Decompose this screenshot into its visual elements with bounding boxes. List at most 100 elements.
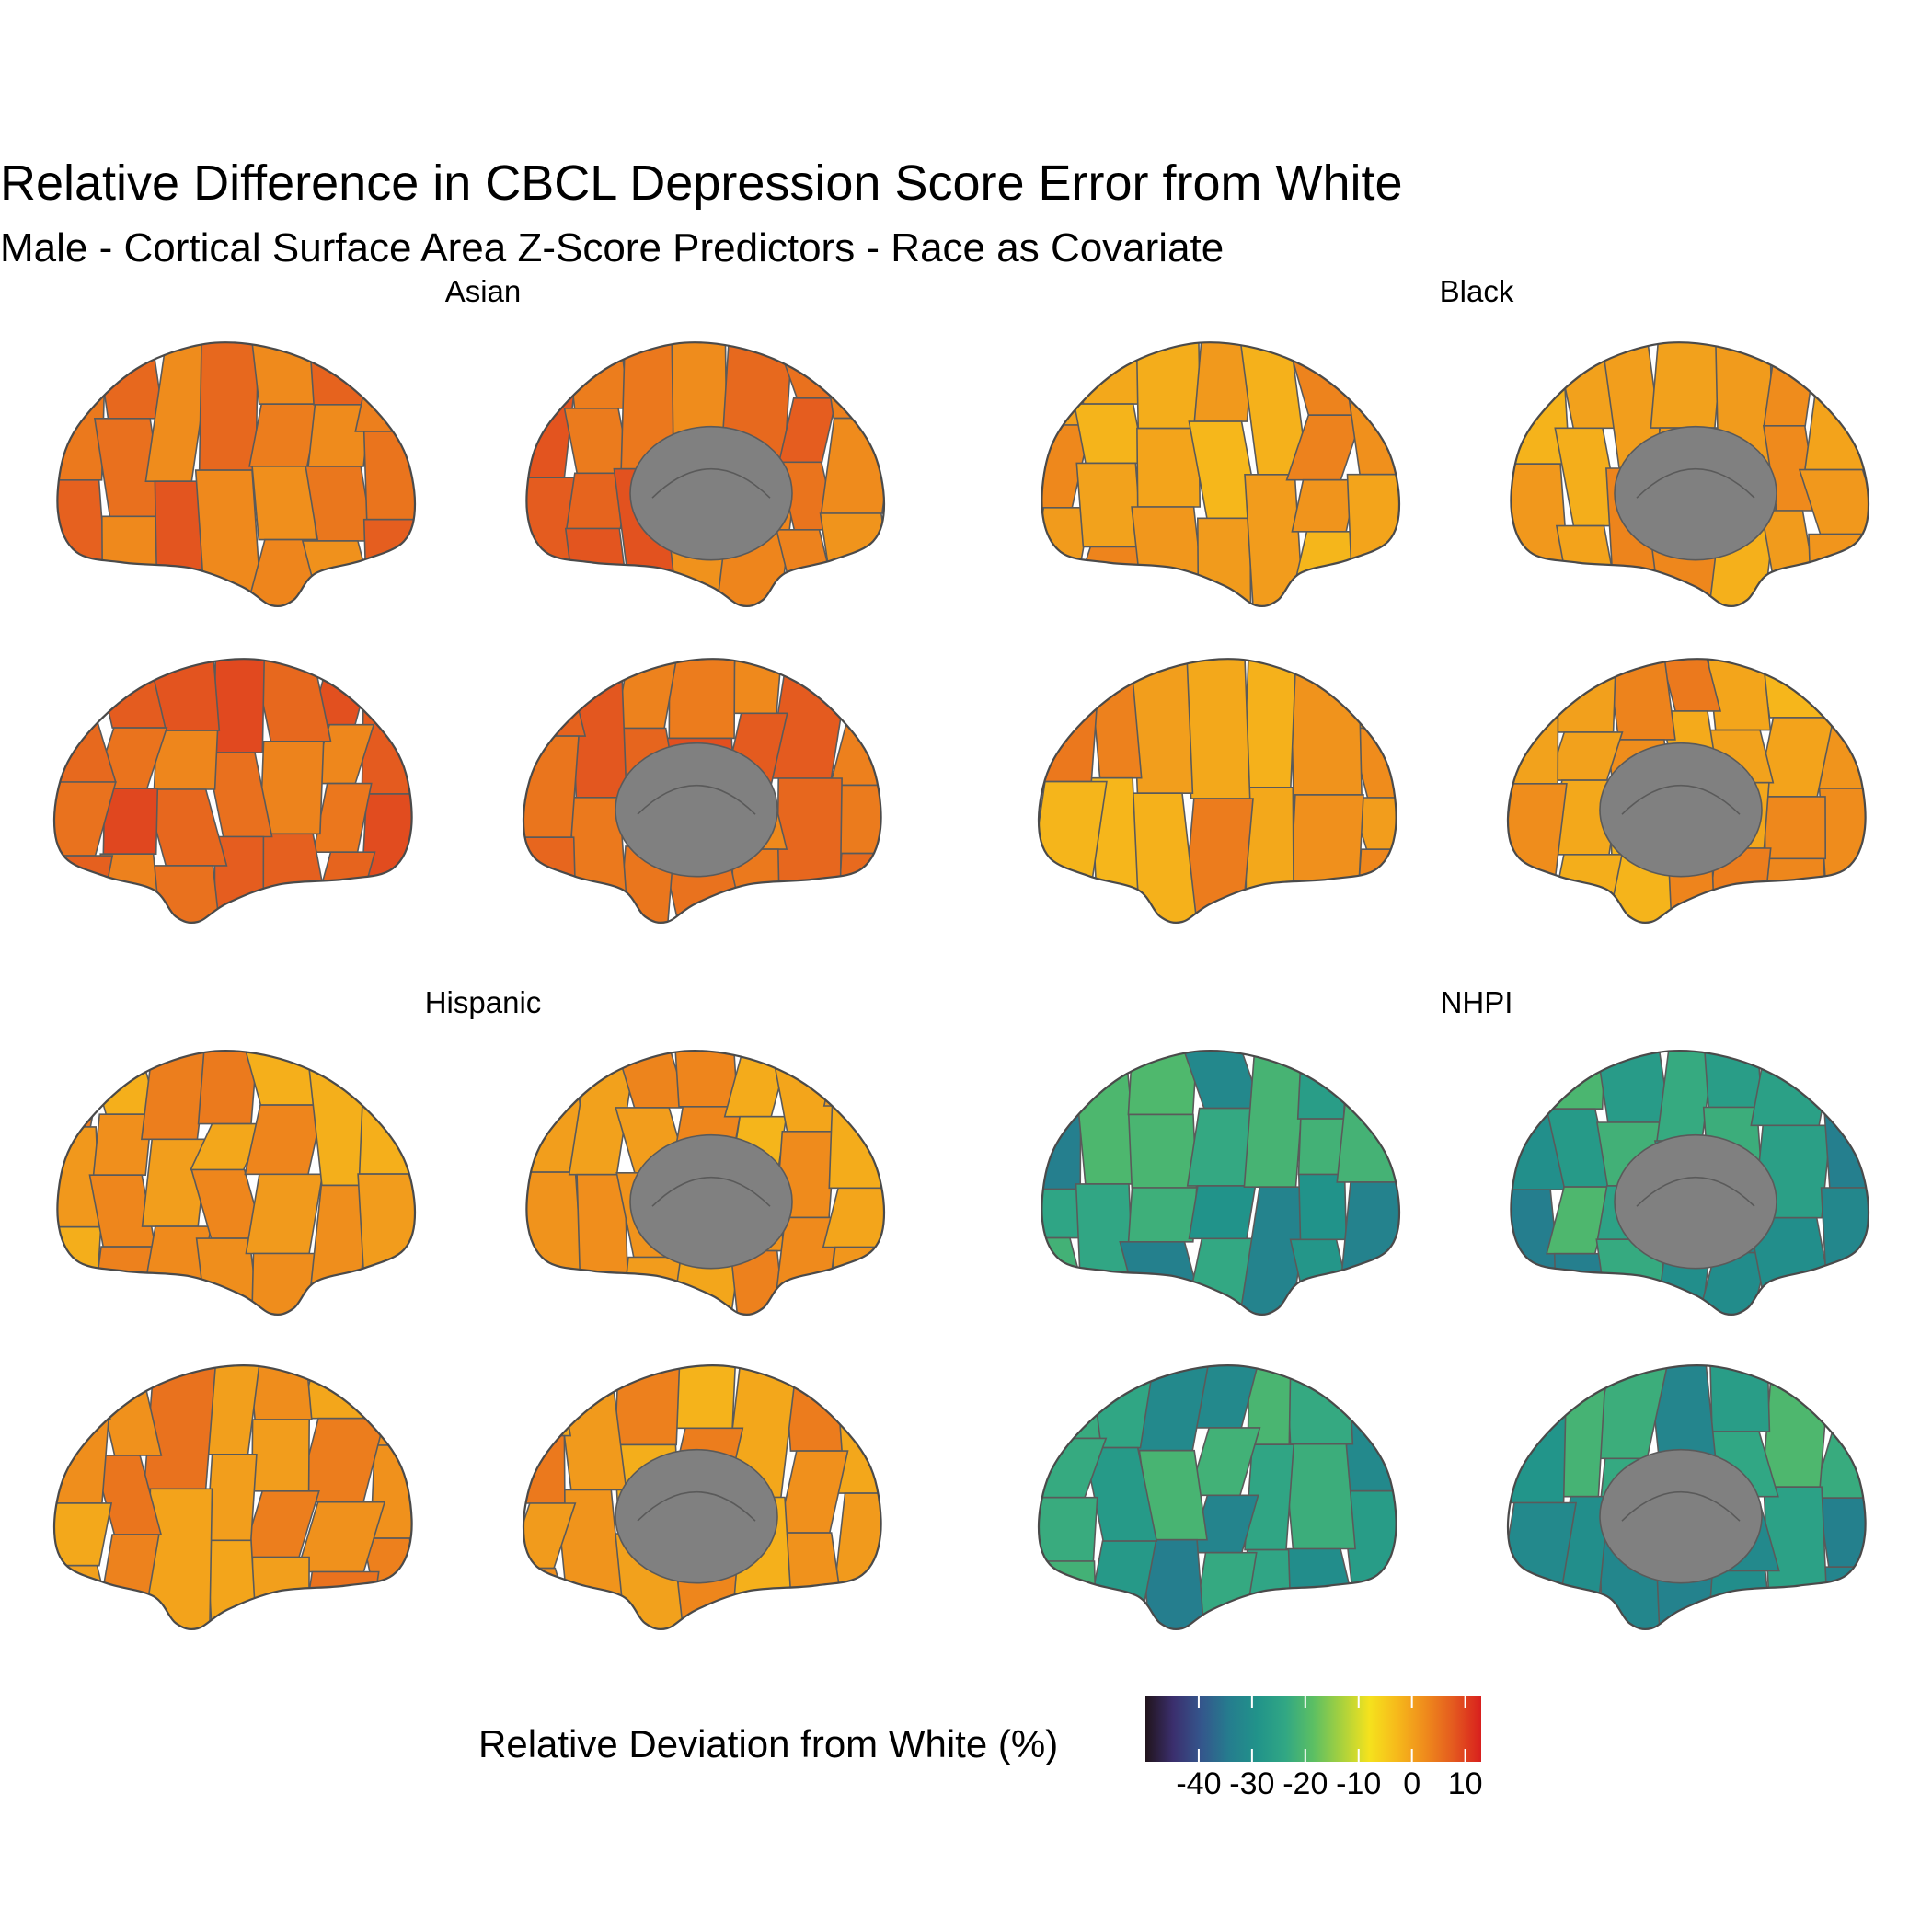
- brain-view-hispanic-lateral-left: [56, 1049, 417, 1317]
- brain-view-nhpi-lateral-left: [1041, 1049, 1401, 1317]
- brain-parcel: [1508, 783, 1568, 923]
- brain-parcel: [1650, 342, 1723, 429]
- brain-outline: [56, 1049, 417, 1317]
- brain-view-hispanic-medial-left: [525, 1049, 886, 1317]
- brain-outline: [1037, 657, 1397, 925]
- brain-parcel: [1131, 506, 1206, 606]
- brain-view-nhpi-lateral-right: [1037, 1363, 1397, 1631]
- brain-parcel: [146, 1488, 213, 1629]
- brain-parcel: [1127, 1113, 1198, 1189]
- brain-parcel: [1287, 794, 1364, 923]
- brain-parcel: [1803, 395, 1869, 471]
- brain-view-asian-lateral-left: [56, 340, 417, 608]
- brain-parcel: [213, 659, 266, 753]
- colorbar-tick-label: -40: [1176, 1766, 1222, 1801]
- medial-wall: [1614, 1133, 1777, 1270]
- brain-parcel: [1508, 1365, 1568, 1504]
- brain-parcel: [54, 781, 117, 857]
- brain-parcel: [828, 1492, 881, 1629]
- brain-parcel: [302, 1570, 380, 1629]
- brain-parcel: [362, 1537, 412, 1629]
- brain-parcel: [95, 342, 165, 420]
- colorbar-tick-label: -10: [1336, 1766, 1382, 1801]
- brain-parcel: [54, 714, 117, 783]
- medial-wall-contour: [651, 1177, 771, 1207]
- brain-parcel: [362, 518, 416, 606]
- brain-outline: [522, 1363, 882, 1631]
- brain-parcel: [198, 342, 259, 471]
- brain-parcel: [1696, 1251, 1770, 1315]
- brain-parcel: [54, 659, 111, 716]
- brain-parcel: [1798, 468, 1869, 535]
- brain-parcel: [54, 1502, 113, 1567]
- brain-parcel: [205, 1454, 258, 1542]
- brain-outline: [1510, 340, 1870, 608]
- brain-parcel: [674, 1051, 739, 1108]
- brain-parcel: [835, 1365, 881, 1494]
- brain-parcel: [1819, 1566, 1866, 1629]
- colorbar-tick-label: 0: [1403, 1766, 1421, 1801]
- brain-parcel: [1136, 427, 1202, 508]
- brain-parcel: [245, 1173, 324, 1255]
- brain-view-hispanic-lateral-right: [52, 1363, 413, 1631]
- brain-parcel: [57, 1051, 107, 1128]
- facet-label-asian: Asian: [444, 274, 522, 308]
- brain-parcel: [299, 1365, 383, 1420]
- brain-view-black-lateral-left: [1041, 340, 1401, 608]
- medial-wall: [629, 1133, 793, 1270]
- brain-parcel: [1553, 1252, 1605, 1315]
- brain-parcel: [1547, 854, 1623, 923]
- brain-parcel: [140, 1051, 210, 1141]
- brain-parcel: [307, 404, 372, 467]
- brain-outline: [56, 340, 417, 608]
- brain-parcel: [564, 527, 631, 606]
- brain-parcel: [1243, 1051, 1307, 1188]
- brain-parcel: [1126, 792, 1199, 923]
- medial-wall: [629, 425, 793, 561]
- brain-view-hispanic-medial-right: [522, 1363, 882, 1631]
- brain-parcel: [1297, 1173, 1348, 1241]
- brain-parcel: [1193, 342, 1255, 422]
- brain-parcel: [1039, 1365, 1101, 1440]
- brain-view-black-lateral-right: [1037, 657, 1397, 925]
- brain-parcel: [819, 512, 884, 606]
- facet-label-black: Black: [1439, 274, 1514, 308]
- brain-parcel: [1340, 342, 1399, 476]
- brain-parcel: [244, 1104, 325, 1176]
- brain-outline: [525, 340, 886, 608]
- brain-parcel: [54, 1564, 115, 1629]
- brain-parcel: [57, 479, 109, 606]
- medial-wall: [1599, 742, 1763, 878]
- brain-outline: [52, 1363, 413, 1631]
- brain-view-nhpi-medial-left: [1510, 1049, 1870, 1317]
- brain-outline: [1041, 340, 1401, 608]
- brain-outline: [1510, 1049, 1870, 1317]
- brain-parcel: [1808, 533, 1869, 606]
- medial-wall: [1599, 1448, 1763, 1584]
- medial-wall-contour: [1621, 785, 1741, 815]
- brain-parcel: [523, 1434, 566, 1504]
- brain-parcel: [1073, 403, 1145, 465]
- brain-parcel: [54, 1365, 111, 1420]
- brain-parcel: [94, 1534, 160, 1629]
- brain-parcel: [1558, 1365, 1607, 1498]
- chart-title: Relative Difference in CBCL Depression S…: [0, 155, 1403, 211]
- brain-parcel: [526, 1171, 587, 1315]
- brain-parcel: [308, 851, 376, 923]
- brain-parcel: [1244, 474, 1305, 606]
- brain-parcel: [671, 342, 728, 437]
- medial-wall-contour: [637, 785, 756, 815]
- colorbar-tick-marks: [1197, 1696, 1466, 1762]
- brain-parcel: [1346, 473, 1399, 606]
- facet-label-hispanic: Hispanic: [424, 985, 542, 1019]
- brain-parcel: [1084, 1540, 1157, 1629]
- brain-parcel: [821, 342, 884, 420]
- brain-parcel: [1087, 659, 1143, 779]
- brain-parcel: [1039, 780, 1108, 923]
- brain-parcel: [523, 659, 587, 737]
- brain-parcel: [1798, 342, 1869, 397]
- brain-parcel: [1285, 1365, 1354, 1445]
- brain-parcel: [1762, 857, 1828, 923]
- brain-parcel: [554, 1365, 627, 1491]
